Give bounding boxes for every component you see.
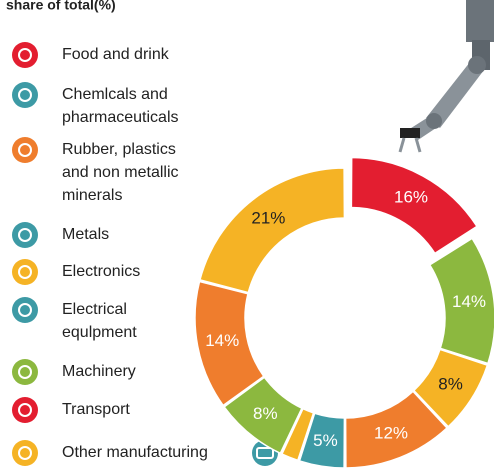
legend-icon — [12, 42, 38, 68]
value-label: 16% — [394, 187, 428, 206]
slice — [199, 167, 346, 294]
legend-icon-inner — [18, 48, 32, 62]
slice — [194, 280, 265, 407]
legend-icon — [12, 259, 38, 285]
value-label: 5% — [313, 431, 338, 450]
slice — [223, 376, 303, 455]
legend-label: Other manufacturing — [62, 444, 208, 461]
legend-label: Electrical — [62, 301, 127, 318]
value-label: 8% — [438, 374, 463, 393]
value-label: 14% — [452, 292, 486, 311]
legend-icon-inner — [18, 88, 32, 102]
legend-label: Chemlcals and — [62, 86, 168, 103]
slice — [280, 407, 315, 462]
legend-icon — [12, 297, 38, 323]
value-label: 8% — [253, 404, 278, 423]
legend-label: minerals — [62, 187, 122, 204]
slice — [298, 412, 346, 469]
legend-icon-inner — [18, 446, 32, 460]
legend-icon — [12, 82, 38, 108]
value-label: 12% — [374, 424, 408, 443]
legend-icon-inner — [18, 143, 32, 157]
legend-label: Machinery — [62, 363, 136, 380]
value-label: 14% — [205, 331, 239, 350]
robot-arm — [398, 0, 494, 153]
legend-label: pharmaceuticals — [62, 109, 179, 126]
chart-title: share of total(%) — [6, 0, 116, 13]
legend-icon — [12, 137, 38, 163]
legend-label: and non metallic — [62, 164, 179, 181]
legend-label: equlpment — [62, 324, 137, 341]
legend-icon — [12, 222, 38, 248]
legend-label: Food and drink — [62, 46, 170, 63]
slice — [428, 237, 494, 365]
legend-label: Metals — [62, 226, 109, 243]
legend-label: Rubber, plastics — [62, 141, 176, 158]
legend-icon — [12, 397, 38, 423]
value-label: 21% — [251, 209, 285, 228]
legend-icon-inner — [18, 403, 32, 417]
legend-icon-inner — [18, 303, 32, 317]
slice — [350, 156, 478, 255]
legend-icon — [12, 359, 38, 385]
legend-icon-inner — [18, 265, 32, 279]
legend-icon-inner — [18, 365, 32, 379]
legend-icon — [12, 440, 38, 466]
slice — [344, 390, 449, 469]
legend-label: Electronics — [62, 263, 140, 280]
slice — [412, 348, 489, 428]
legend-icon-inner — [18, 228, 32, 242]
legend-label: Transport — [62, 401, 130, 418]
